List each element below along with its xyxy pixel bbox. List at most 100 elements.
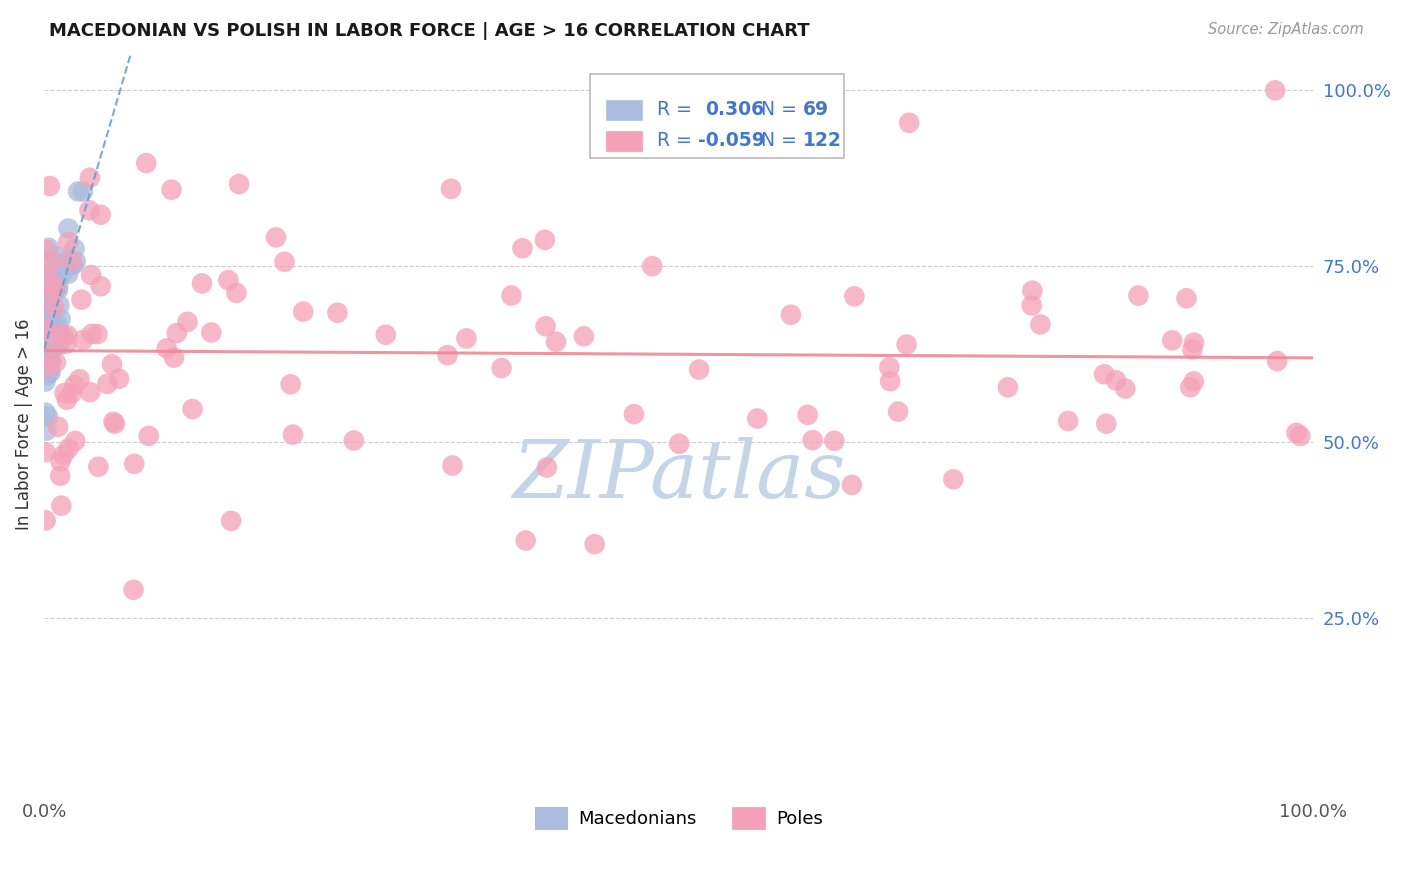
Point bbox=[1180, 380, 1202, 394]
Point bbox=[108, 372, 131, 386]
Text: R =: R = bbox=[657, 100, 697, 120]
Text: ZIPatlas: ZIPatlas bbox=[512, 437, 845, 515]
Point bbox=[46, 328, 69, 343]
Point bbox=[1029, 318, 1052, 332]
Point bbox=[60, 253, 83, 268]
Point bbox=[52, 448, 75, 462]
Point bbox=[122, 457, 145, 471]
Point bbox=[34, 293, 56, 307]
Point bbox=[55, 336, 77, 351]
Point bbox=[887, 404, 910, 418]
Point bbox=[63, 242, 86, 256]
Point bbox=[34, 323, 56, 337]
Point bbox=[122, 582, 145, 597]
Point bbox=[34, 274, 56, 288]
Point bbox=[1181, 343, 1204, 357]
Point bbox=[67, 185, 90, 199]
Text: 122: 122 bbox=[803, 131, 842, 151]
Point bbox=[52, 328, 75, 343]
Point bbox=[682, 125, 704, 139]
Point bbox=[217, 273, 239, 287]
Point bbox=[41, 318, 63, 333]
Point bbox=[1182, 375, 1205, 389]
Point bbox=[39, 304, 62, 318]
Point bbox=[35, 277, 58, 291]
Point bbox=[34, 326, 56, 340]
Point bbox=[37, 268, 59, 283]
Point bbox=[34, 445, 56, 459]
Point bbox=[841, 478, 863, 492]
Point bbox=[583, 537, 606, 551]
Point bbox=[34, 406, 56, 420]
Bar bbox=[606, 130, 643, 151]
Point bbox=[41, 284, 63, 298]
Point bbox=[49, 454, 72, 468]
Y-axis label: In Labor Force | Age > 16: In Labor Force | Age > 16 bbox=[15, 318, 32, 530]
Point bbox=[39, 330, 62, 344]
Point bbox=[747, 411, 769, 425]
Point bbox=[1128, 288, 1150, 302]
Point bbox=[79, 203, 101, 218]
Point bbox=[34, 312, 56, 326]
Point bbox=[44, 276, 66, 290]
Point bbox=[228, 177, 250, 191]
Point bbox=[534, 233, 557, 247]
Point bbox=[39, 354, 62, 368]
Point bbox=[103, 415, 125, 429]
Point bbox=[38, 241, 60, 255]
Point bbox=[436, 348, 458, 362]
Point bbox=[44, 301, 66, 315]
Point bbox=[34, 375, 56, 389]
Point bbox=[1182, 335, 1205, 350]
Point bbox=[942, 472, 965, 486]
Point bbox=[44, 279, 66, 293]
Point bbox=[34, 288, 56, 302]
Point bbox=[163, 351, 186, 365]
Point bbox=[34, 321, 56, 335]
Point bbox=[264, 230, 287, 244]
Point bbox=[35, 424, 58, 438]
Point bbox=[440, 182, 463, 196]
Point bbox=[39, 268, 62, 282]
Point bbox=[56, 267, 79, 281]
Point bbox=[46, 283, 69, 297]
Point bbox=[374, 327, 396, 342]
Point bbox=[1114, 382, 1136, 396]
Legend: Macedonians, Poles: Macedonians, Poles bbox=[527, 799, 830, 836]
Point bbox=[1021, 284, 1043, 298]
Point bbox=[280, 377, 302, 392]
Point bbox=[86, 327, 108, 342]
Point bbox=[37, 368, 59, 383]
Point bbox=[72, 185, 94, 199]
Point bbox=[135, 156, 157, 170]
Point bbox=[572, 329, 595, 343]
Point bbox=[896, 337, 918, 351]
Point bbox=[49, 468, 72, 483]
Point bbox=[49, 312, 72, 326]
Point bbox=[37, 343, 59, 358]
Point bbox=[45, 334, 67, 349]
Point bbox=[45, 249, 67, 263]
Point bbox=[72, 333, 94, 347]
Point bbox=[1021, 298, 1043, 312]
Point bbox=[1265, 354, 1288, 368]
Point bbox=[58, 221, 80, 235]
Point bbox=[60, 386, 83, 401]
Point bbox=[44, 324, 66, 338]
Point bbox=[39, 253, 62, 268]
Point bbox=[326, 306, 349, 320]
Point bbox=[79, 170, 101, 185]
Point bbox=[38, 360, 60, 375]
Point bbox=[796, 408, 818, 422]
Point bbox=[44, 334, 66, 349]
Text: -0.059: -0.059 bbox=[697, 131, 765, 151]
Point bbox=[37, 341, 59, 355]
Point bbox=[48, 338, 70, 352]
Point bbox=[46, 317, 69, 331]
Point bbox=[46, 419, 69, 434]
Point bbox=[60, 258, 83, 272]
Text: R =: R = bbox=[657, 131, 697, 151]
Bar bbox=[606, 100, 643, 120]
Point bbox=[80, 268, 103, 282]
Point bbox=[35, 334, 58, 348]
